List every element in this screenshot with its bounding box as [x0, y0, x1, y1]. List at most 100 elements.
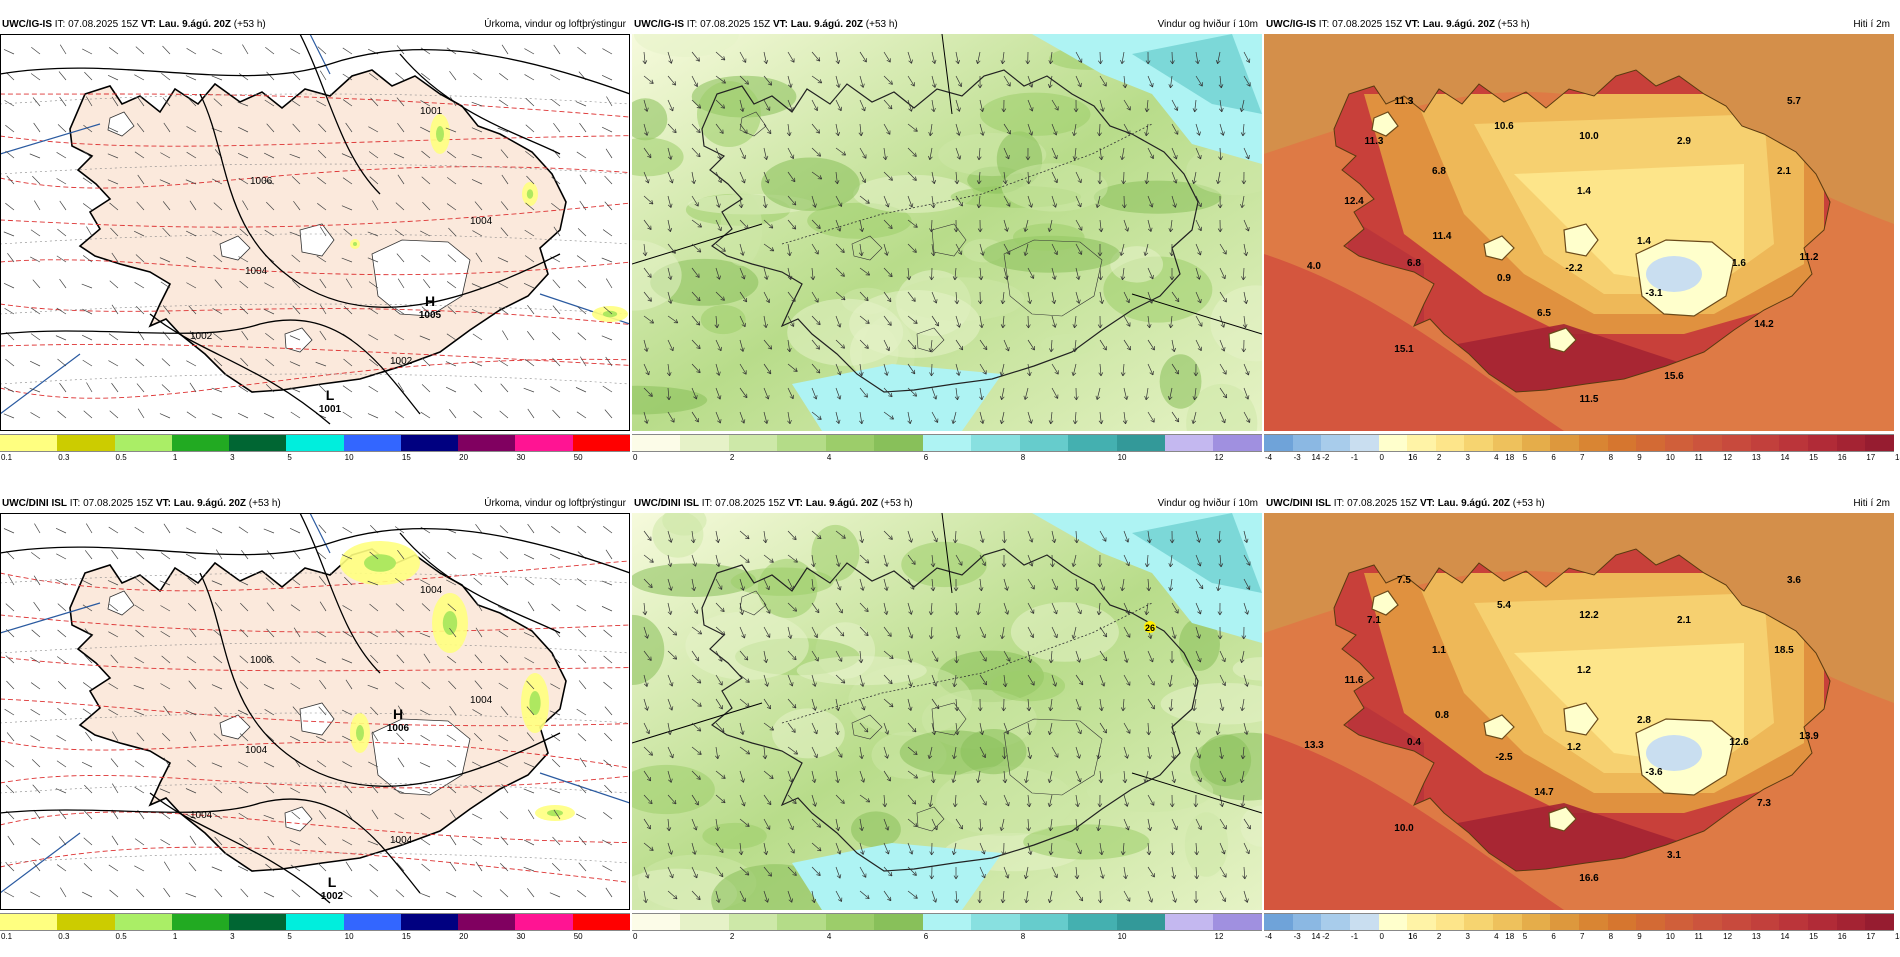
wind-speed-patch	[1160, 354, 1202, 408]
colorbar-swatch	[344, 914, 401, 930]
colorbar-swatch	[1865, 914, 1894, 930]
cold-area	[1646, 256, 1702, 292]
colorbar-tick-label: 11	[1695, 932, 1703, 941]
temperature-value: 1.2	[1577, 665, 1591, 676]
colorbar-swatch	[826, 435, 874, 451]
panel-header: UWC/IG-IS IT: 07.08.2025 15Z VT: Lau. 9.…	[632, 18, 1262, 32]
valid-label: VT:	[1420, 498, 1435, 509]
wind-speed-patch	[991, 670, 1065, 701]
wind-speed-patch	[1013, 223, 1085, 251]
colorbar-swatch	[729, 914, 777, 930]
colorbar-swatches	[0, 913, 630, 931]
init-time: IT: 07.08.2025 15Z	[55, 19, 138, 30]
colorbar-swatch	[401, 914, 458, 930]
colorbar-swatch	[1407, 914, 1436, 930]
wind-speed-patch	[720, 191, 762, 266]
colorbar-tick-label: 17	[1866, 932, 1875, 941]
colorbar-tick-label: 18	[1895, 932, 1900, 941]
colorbar-tick-label: 7	[1580, 453, 1584, 462]
temperature-value: 3.1	[1667, 850, 1681, 861]
model-name: UWC/IG-IS	[1266, 19, 1316, 30]
colorbar-tick-label: 4	[827, 932, 831, 941]
model-name: UWC/DINI ISL	[634, 498, 699, 509]
colorbar-swatch	[1837, 435, 1866, 451]
colorbar-tick-label: 16	[1838, 453, 1847, 462]
panel-header: UWC/DINI ISL IT: 07.08.2025 15Z VT: Lau.…	[632, 497, 1262, 511]
colorbar-tick-label: 0.3	[58, 453, 69, 462]
isobar-label: 1006	[250, 655, 273, 666]
temperature-value: 7.1	[1367, 615, 1381, 626]
valid-label: VT:	[1405, 19, 1420, 30]
valid-time: Lau. 9.ágú. 20Z	[159, 19, 231, 30]
colorbar-tick-label: 2	[1437, 453, 1441, 462]
lead-time: (+53 h)	[881, 498, 913, 509]
colorbar-swatch	[1165, 435, 1213, 451]
temperature-value: 16.6	[1579, 873, 1599, 884]
panel-header: UWC/IG-IS IT: 07.08.2025 15Z VT: Lau. 9.…	[1264, 18, 1894, 32]
temperature-value: 7.3	[1757, 798, 1771, 809]
colorbar-swatch	[1068, 914, 1116, 930]
colorbar-swatch	[172, 914, 229, 930]
colorbar-tick-label: 3	[1465, 453, 1469, 462]
temperature-value: 1.6	[1732, 258, 1746, 269]
colorbar-swatch	[971, 914, 1019, 930]
colorbar-tick-label: 13	[1752, 453, 1761, 462]
colorbar-tick-label: 14	[1780, 453, 1789, 462]
temperature-value: 15.1	[1394, 344, 1414, 355]
temperature-value: 10.0	[1579, 131, 1599, 142]
colorbar-swatch	[1779, 914, 1808, 930]
colorbar-tick-label: 12	[1215, 453, 1224, 462]
precip-area-heavy	[547, 810, 563, 816]
init-time: IT: 07.08.2025 15Z	[1319, 19, 1402, 30]
isobar-label: 1004	[245, 266, 268, 277]
colorbar-tick-label: 3	[1465, 932, 1469, 941]
colorbar-tick-label: 15	[1809, 453, 1818, 462]
colorbar-swatch	[1407, 435, 1436, 451]
colorbar-tick-label: -4	[1265, 453, 1272, 462]
colorbar-swatch	[1379, 435, 1408, 451]
colorbar-swatch	[229, 914, 286, 930]
init-time: IT: 07.08.2025 15Z	[70, 498, 153, 509]
colorbar-swatch	[1522, 914, 1551, 930]
colorbar-tick-label: 12	[1723, 453, 1732, 462]
temperature-value: 2.9	[1677, 136, 1691, 147]
colorbar-tick-label: 15	[1809, 932, 1818, 941]
colorbar-swatch	[1165, 914, 1213, 930]
model-name: UWC/DINI ISL	[1266, 498, 1331, 509]
colorbar-swatch	[515, 914, 572, 930]
temperature-value: 5.4	[1497, 600, 1511, 611]
high-pressure-value: 1006	[387, 723, 410, 734]
temperature-value: 2.8	[1637, 715, 1651, 726]
temperature-value: 11.5	[1580, 394, 1599, 405]
temperature-value: 13.9	[1799, 731, 1819, 742]
temperature-value: 18.5	[1774, 645, 1794, 656]
colorbar-tick-label: 0.3	[58, 932, 69, 941]
colorbar-swatch	[1436, 435, 1465, 451]
colorbar-swatches	[632, 434, 1262, 452]
colorbar-tick-label: 0.1	[1, 932, 12, 941]
temperature-value: 12.4	[1344, 196, 1364, 207]
temperature-value: 13.3	[1304, 740, 1324, 751]
colorbar-swatch	[1865, 435, 1894, 451]
init-time: IT: 07.08.2025 15Z	[687, 19, 770, 30]
wind-speed-patch	[960, 729, 1026, 774]
precip-area-heavy	[527, 189, 533, 199]
colorbar-tick-label: 4	[1494, 932, 1498, 941]
colorbar-swatches	[1264, 913, 1894, 931]
panel-temp-dini: UWC/DINI ISL IT: 07.08.2025 15Z VT: Lau.…	[1264, 497, 1894, 957]
colorbar-tick-label: 8	[1021, 453, 1025, 462]
colorbar-tick-label: 0.5	[116, 453, 127, 462]
colorbar-tick-label: 17	[1866, 453, 1875, 462]
colorbar-swatch	[1379, 914, 1408, 930]
colorbar-tick-label: 3	[230, 932, 234, 941]
isobar-label: 1004	[470, 695, 493, 706]
temperature-value: 14.2	[1754, 319, 1774, 330]
temperature-value: 0.8	[1435, 710, 1449, 721]
precip-area-heavy	[443, 611, 457, 635]
colorbar-swatch	[1464, 435, 1493, 451]
colorbar-tick-label: 1	[1408, 453, 1412, 462]
